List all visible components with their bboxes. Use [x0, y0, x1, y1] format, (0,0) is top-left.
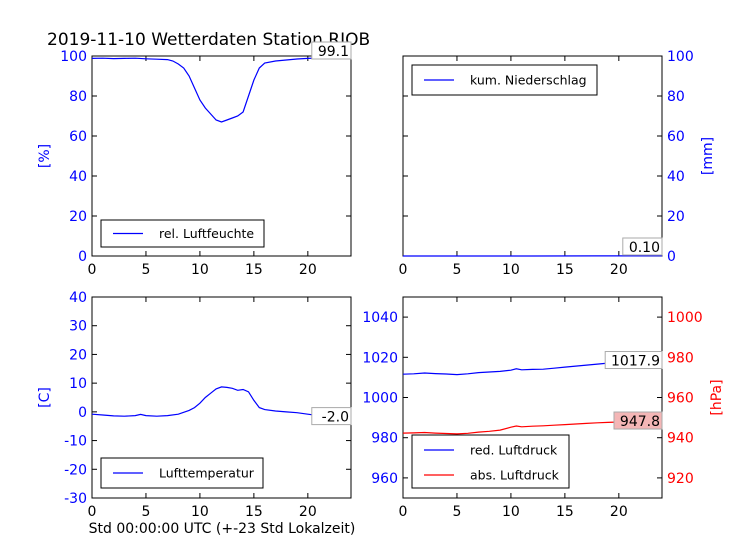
x-tick-label: 10 [502, 262, 520, 278]
y-right-tick-label: 980 [667, 350, 694, 366]
x-tick-label: 0 [88, 262, 97, 278]
y-axis-label: [mm] [700, 137, 716, 175]
legend: rel. Luftfeuchte [100, 219, 265, 248]
x-tick-label: 15 [556, 504, 574, 520]
y-axis-label: [C] [37, 387, 53, 408]
y-tick-label: 30 [69, 319, 87, 335]
plot-frame [91, 55, 352, 257]
y-tick-label: 100 [667, 49, 694, 65]
legend: Lufttemperatur [100, 457, 264, 489]
value-box [311, 407, 352, 426]
x-tick-label: 10 [191, 262, 209, 278]
chart-panel-top-left: 0 5 10 15 20 0 20 40 60 80 100 [%] 99.1 rel. Luftfeuc… [37, 41, 352, 278]
value-box [613, 411, 663, 430]
y-tick-label: 20 [69, 347, 87, 363]
x-tick-label: 5 [141, 262, 150, 278]
x-tick-label: 15 [556, 262, 574, 278]
y-tick-label: 40 [667, 169, 685, 185]
legend-label: red. Luftdruck [470, 443, 558, 458]
legend-box [411, 434, 570, 489]
x-axis-label: Std 00:00:00 UTC (+-23 Std Lokalzeit) [89, 521, 356, 537]
y-tick-label: 1040 [362, 310, 398, 326]
y-right-tick-label: 960 [667, 391, 694, 407]
chart-panel-bottom-left: 0 5 10 15 20 -30 -20 -10 0 10 20 30 40 [C] -2.0 Lufttem… [37, 290, 352, 520]
x-tick-label: 10 [191, 504, 209, 520]
y-tick-label: 0 [667, 249, 676, 265]
x-tick-label: 0 [399, 504, 408, 520]
plot-frame [91, 296, 352, 499]
y-tick-label: 1020 [362, 350, 398, 366]
y-tick-label: 80 [69, 89, 87, 105]
x-tick-label: 5 [452, 504, 461, 520]
value-label: -2.0 [322, 410, 349, 426]
figure-title: 2019-11-10 Wetterdaten Station RJOB [47, 30, 370, 50]
y-tick-label: 10 [69, 376, 87, 392]
chart-panel-top-right: 0 5 10 15 20 0 20 40 60 80 100 [mm] 0.10 kum. Nieders… [399, 49, 716, 278]
legend: red. Luftdruck abs. Luftdruck [411, 434, 570, 489]
y-right-axis-label: [hPa] [709, 379, 725, 415]
y-right-tick-label: 920 [667, 471, 694, 487]
x-tick-label: 0 [399, 262, 408, 278]
y-right-tick-label: 1000 [667, 310, 703, 326]
y-tick-label: 1000 [362, 391, 398, 407]
x-tick-label: 20 [610, 504, 628, 520]
value-label: 947.8 [620, 414, 660, 430]
x-tick-label: 5 [452, 262, 461, 278]
x-tick-label: 20 [299, 504, 317, 520]
y-tick-label: -20 [64, 462, 87, 478]
y-tick-label: 100 [60, 49, 87, 65]
y-tick-label: 60 [69, 129, 87, 145]
y-tick-label: 20 [69, 209, 87, 225]
value-box [622, 237, 663, 256]
legend-label: Lufttemperatur [159, 466, 255, 481]
y-tick-label: 40 [69, 169, 87, 185]
y-tick-label: 60 [667, 129, 685, 145]
y-tick-label: -30 [64, 491, 87, 507]
value-box [311, 41, 352, 60]
value-label: 99.1 [318, 44, 349, 60]
y-tick-label: -10 [64, 434, 87, 450]
value-label: 0.10 [629, 240, 660, 256]
x-tick-label: 0 [88, 504, 97, 520]
value-label: 1017.9 [611, 354, 660, 370]
series-line-rel-luftfeuchte [91, 57, 352, 123]
y-right-tick-label: 940 [667, 431, 694, 447]
y-tick-label: 980 [371, 431, 398, 447]
legend-label: kum. Niederschlag [470, 73, 587, 88]
x-tick-label: 20 [610, 262, 628, 278]
x-tick-label: 15 [245, 504, 263, 520]
value-box [604, 351, 663, 370]
y-tick-label: 20 [667, 209, 685, 225]
y-tick-label: 40 [69, 290, 87, 306]
y-axis-label: [%] [37, 144, 53, 168]
x-tick-label: 10 [502, 504, 520, 520]
x-tick-label: 5 [141, 504, 150, 520]
chart-panel-bottom-right: 0 5 10 15 20 960 980 1000 1020 1040 920 940 960 980 10… [362, 296, 725, 520]
x-tick-label: 20 [299, 262, 317, 278]
x-tick-label: 15 [245, 262, 263, 278]
legend: kum. Niederschlag [411, 64, 598, 96]
legend-label: rel. Luftfeuchte [159, 226, 254, 241]
y-tick-label: 0 [78, 249, 87, 265]
y-tick-label: 0 [78, 405, 87, 421]
legend-label: abs. Luftdruck [470, 468, 560, 483]
y-tick-label: 80 [667, 89, 685, 105]
y-tick-label: 960 [371, 471, 398, 487]
series-line-lufttemperatur [91, 386, 352, 419]
